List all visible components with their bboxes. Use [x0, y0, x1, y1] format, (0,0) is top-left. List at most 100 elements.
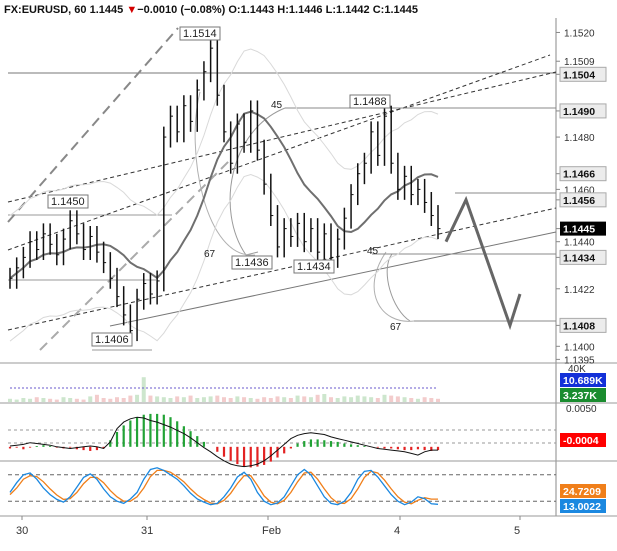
volume-bar — [255, 398, 260, 402]
price-tag: 1.1445 — [563, 224, 595, 236]
stoch-k-value: 13.0022 — [563, 501, 601, 513]
price-tag-box — [559, 166, 607, 182]
volume-bar — [28, 398, 33, 402]
volume-bar — [389, 395, 394, 402]
hi-lo-label: 1.1406 — [95, 334, 129, 346]
volume-bar — [128, 395, 133, 402]
fib-annotation: 67 — [204, 249, 216, 260]
macd-value: -0.0004 — [563, 435, 599, 447]
volume-bar — [429, 398, 434, 402]
stoch-k-box — [560, 499, 606, 513]
volume-bar — [362, 396, 367, 402]
change-label: −0.0010 (−0.08%) — [137, 4, 225, 16]
volume-ma-box — [560, 388, 606, 402]
projection-path — [444, 195, 522, 331]
y-tick-label: 1.1520 — [564, 28, 595, 39]
volume-bar — [275, 396, 280, 402]
hi-lo-label: 1.1514 — [183, 28, 217, 40]
volume-bar — [415, 398, 420, 402]
fib-annotation: 45 — [271, 100, 283, 111]
volume-bar — [322, 394, 327, 402]
volume-bar — [115, 397, 119, 402]
volume-bar — [262, 397, 267, 402]
channel-mid-line — [7, 54, 551, 251]
hi-lo-label: 1.1436 — [235, 257, 269, 269]
volume-bar — [135, 394, 140, 402]
volume-bar — [41, 398, 46, 402]
volume-bar — [175, 396, 180, 402]
hi-lo-label-box — [349, 94, 391, 109]
volume-bar — [382, 394, 387, 402]
price-tag: 1.1408 — [563, 320, 595, 332]
macd-signal-line — [9, 416, 438, 468]
price-tag: 1.1490 — [563, 106, 595, 118]
volume-bar — [242, 397, 247, 402]
channel-lower-line — [7, 207, 557, 331]
symbol-label: FX:EURUSD, 60 — [4, 4, 87, 16]
volume-bar — [201, 397, 206, 402]
y-tick-label: 1.1440 — [564, 238, 595, 249]
volume-bar — [48, 398, 53, 402]
price-tag: 1.1434 — [563, 252, 595, 264]
high-value: 1.1446 — [289, 4, 323, 16]
hi-lo-label: 1.1434 — [297, 261, 331, 273]
volume-bar — [94, 394, 99, 402]
price-tag-box — [559, 249, 607, 265]
price-tag-box — [560, 221, 606, 236]
fib-annotation: 67 — [390, 322, 402, 333]
price-tag: 1.1504 — [563, 69, 595, 81]
volume-bar — [409, 398, 414, 402]
volume-bar — [108, 398, 113, 402]
volume-bar — [369, 397, 374, 402]
volume-bar — [222, 397, 226, 402]
volume-bar — [88, 396, 93, 402]
price-tag-box — [559, 66, 607, 82]
chart-header: FX:EURUSD, 60 1.1445 ▼−0.0010 (−0.08%) O… — [4, 4, 418, 16]
volume-bar — [375, 398, 380, 402]
bollinger-lower — [9, 173, 439, 342]
volume-bar — [195, 398, 200, 402]
volume-bar — [402, 397, 407, 402]
volume-bar — [141, 377, 146, 402]
volume-bar — [422, 397, 427, 402]
open-key: O: — [228, 4, 240, 16]
volume-bar — [81, 399, 86, 402]
stoch-d-value: 24.7209 — [563, 486, 601, 498]
x-tick-label: 4 — [394, 525, 400, 537]
volume-bar — [61, 397, 66, 402]
high-key: H: — [277, 4, 289, 16]
price-tag-box — [559, 317, 607, 333]
volume-bar — [181, 397, 186, 402]
stoch-d-line — [9, 469, 438, 505]
low-key: L: — [326, 4, 336, 16]
volume-bar — [295, 395, 300, 402]
macd-value-box — [560, 433, 606, 447]
volume-bar — [349, 397, 354, 402]
channel-upper-line — [7, 71, 557, 203]
volume-bar — [161, 397, 166, 402]
volume-bar — [329, 397, 333, 402]
close-key: C: — [373, 4, 385, 16]
volume-bar — [168, 398, 173, 402]
price-tag: 1.1466 — [563, 169, 595, 181]
gann-line-2 — [39, 159, 231, 351]
volume-ma-value: 3.237K — [563, 390, 597, 402]
volume-axis-label: 40K — [568, 364, 586, 375]
low-value: 1.1442 — [336, 4, 370, 16]
macd-axis-label: 0.0050 — [566, 404, 597, 415]
y-tick-label: 1.1400 — [564, 342, 595, 353]
hi-lo-label: 1.1450 — [51, 196, 85, 208]
volume-value-box — [560, 373, 606, 387]
price-tag: 1.1456 — [563, 195, 595, 207]
hi-lo-label-box — [47, 194, 89, 209]
volume-bar — [355, 395, 360, 402]
volume-bar — [14, 399, 19, 402]
volume-bar — [8, 398, 12, 402]
fib-arc-4 — [373, 251, 415, 322]
volume-bar — [268, 398, 273, 402]
y-tick-label: 1.1422 — [564, 285, 595, 296]
volume-bar — [34, 397, 39, 402]
volume-bar — [101, 398, 106, 402]
